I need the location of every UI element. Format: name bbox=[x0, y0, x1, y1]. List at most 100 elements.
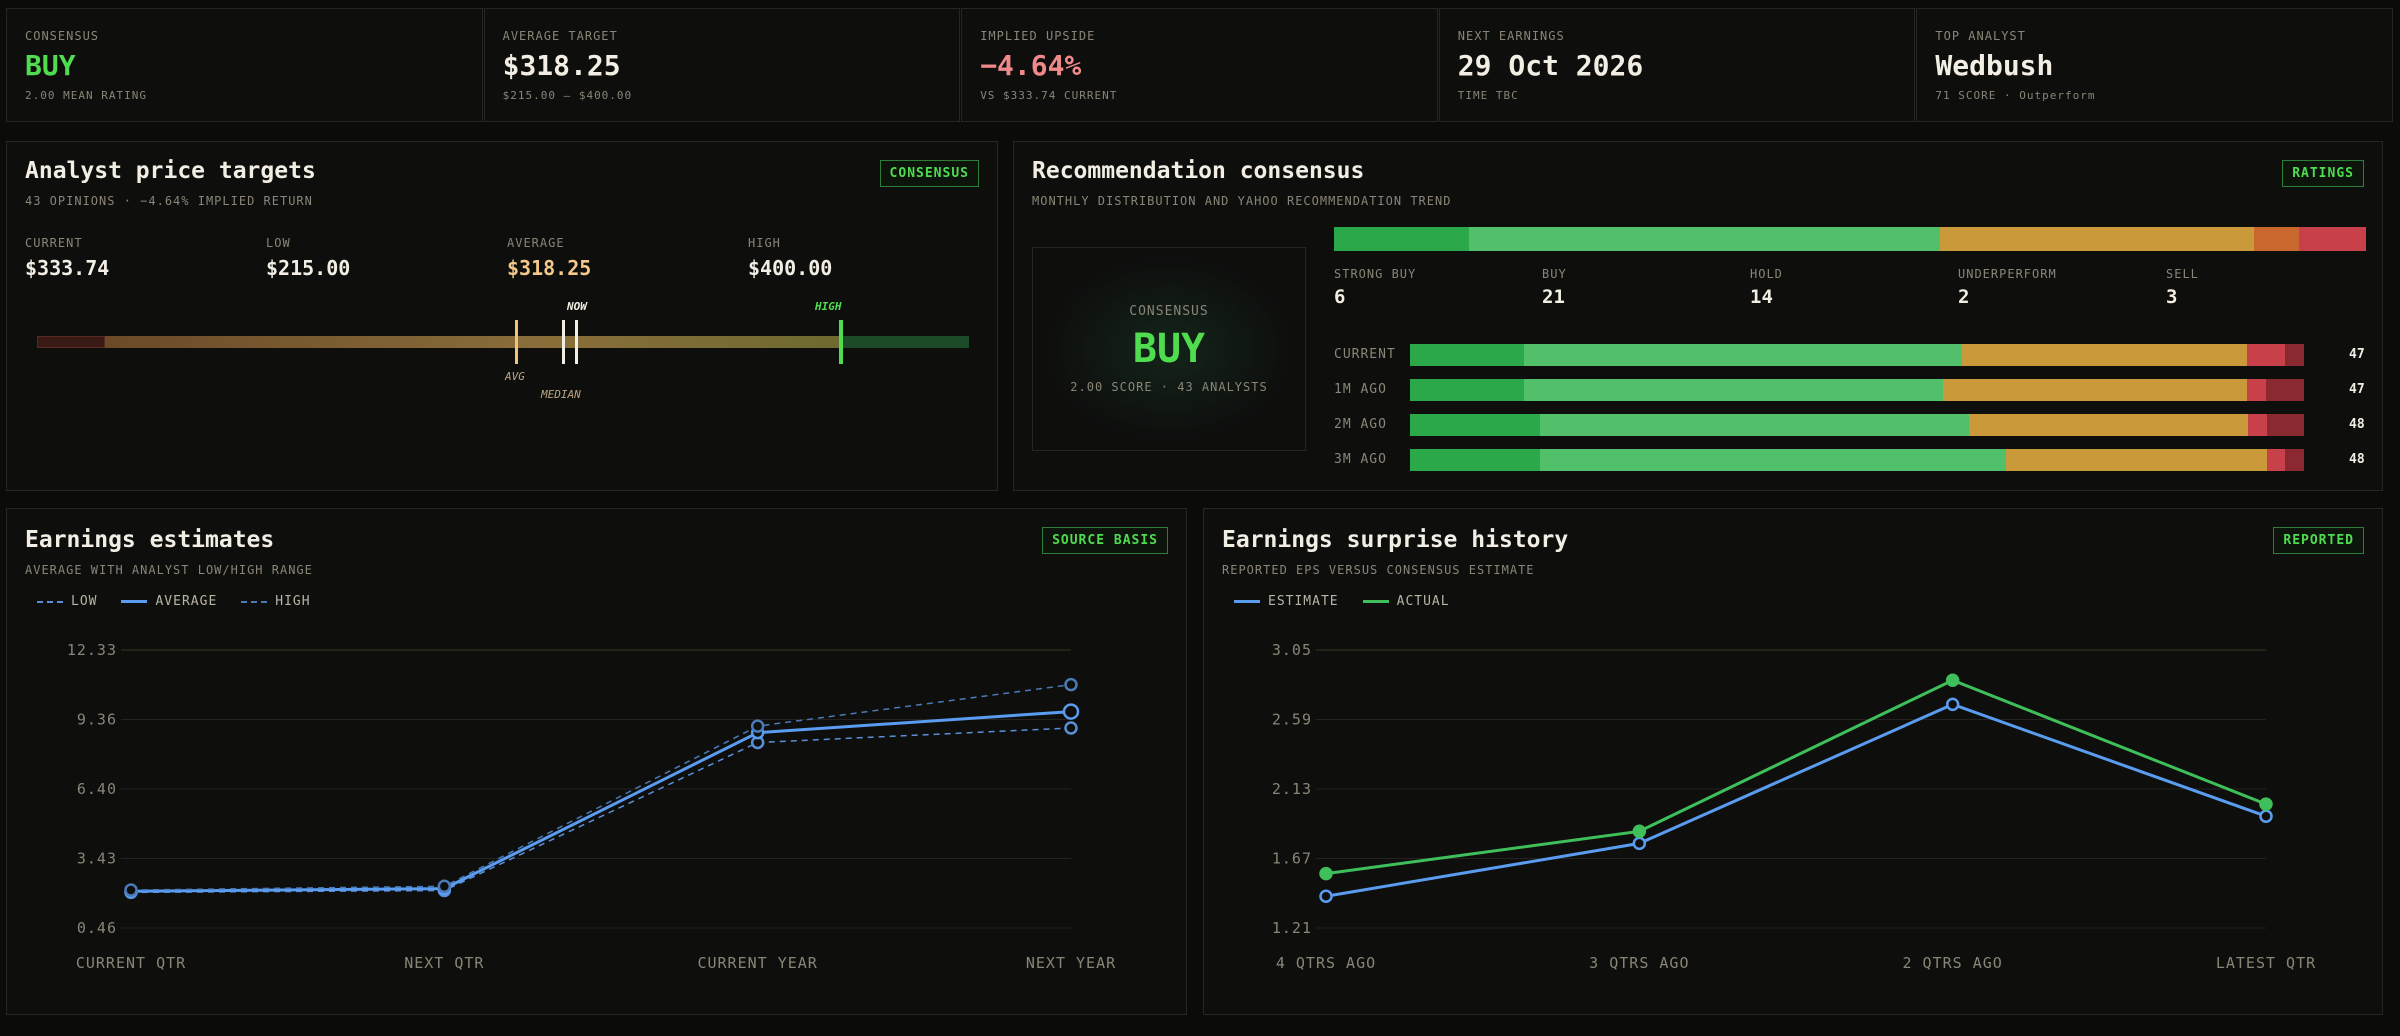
x-tick-label: CURRENT YEAR bbox=[697, 954, 817, 972]
legend-item-average: AVERAGE bbox=[121, 594, 217, 609]
kpi-sub: 71 SCORE · Outperform bbox=[1935, 89, 2096, 102]
trend-segment bbox=[2266, 449, 2286, 471]
trend-row-bar bbox=[1410, 449, 2304, 471]
kpi-value: BUY bbox=[25, 49, 76, 82]
trend-row-bar bbox=[1410, 344, 2304, 366]
price-range-bar bbox=[37, 336, 969, 348]
rating-category-count: 6 bbox=[1334, 286, 1346, 308]
recommendation-panel: Recommendation consensus MONTHLY DISTRIB… bbox=[1013, 141, 2383, 491]
y-tick-label: 3.05 bbox=[1272, 641, 1312, 659]
price-stat-value: $333.74 bbox=[25, 256, 110, 280]
dashed-line-icon bbox=[241, 600, 268, 603]
rating-category-count: 21 bbox=[1542, 286, 1565, 308]
trend-segment bbox=[1961, 344, 2247, 366]
y-tick-label: 2.13 bbox=[1272, 780, 1312, 798]
trend-segment bbox=[1410, 414, 1541, 436]
panel-subtitle: 43 OPINIONS · −4.64% IMPLIED RETURN bbox=[25, 194, 313, 208]
range-above-high bbox=[839, 336, 969, 348]
data-point[interactable] bbox=[1945, 673, 1960, 687]
median-marker-b bbox=[575, 320, 578, 364]
series-line-estimate bbox=[1325, 702, 2267, 898]
x-tick-label: LATEST QTR bbox=[2216, 954, 2316, 972]
panel-title: Earnings estimates bbox=[25, 527, 275, 553]
data-point[interactable] bbox=[1319, 866, 1333, 881]
data-point[interactable] bbox=[1062, 703, 1080, 720]
now-label: NOW bbox=[567, 300, 587, 313]
trend-segment bbox=[1410, 379, 1525, 401]
data-point[interactable] bbox=[1064, 721, 1078, 735]
consensus-badge[interactable]: CONSENSUS bbox=[879, 160, 979, 187]
earnings-estimates-chart: 12.33 9.36 6.40 3.43 0.46 CURRENT QTR NEXT QTR… bbox=[67, 641, 1115, 972]
x-tick-label: NEXT QTR bbox=[404, 954, 484, 972]
range-below-low bbox=[37, 336, 105, 348]
panel-subtitle: AVERAGE WITH ANALYST LOW/HIGH RANGE bbox=[25, 563, 313, 577]
trend-segment bbox=[1540, 449, 2006, 471]
legend-item-estimate: ESTIMATE bbox=[1234, 594, 1339, 609]
rating-category-label: UNDERPERFORM bbox=[1958, 267, 2057, 281]
trend-segment bbox=[1942, 379, 2247, 401]
x-tick-label: CURRENT QTR bbox=[76, 954, 186, 972]
trend-segment bbox=[1540, 414, 1969, 436]
rating-category-count: 3 bbox=[2166, 286, 2178, 308]
data-point[interactable] bbox=[2259, 797, 2273, 811]
data-point[interactable] bbox=[124, 883, 138, 897]
y-tick-label: 0.46 bbox=[77, 919, 117, 937]
source-basis-badge[interactable]: SOURCE BASIS bbox=[1042, 527, 1168, 554]
distribution-segment bbox=[2253, 227, 2299, 251]
distribution-segment bbox=[1468, 227, 1940, 251]
data-point[interactable] bbox=[1064, 677, 1078, 692]
legend-item-high: HIGH bbox=[241, 594, 310, 609]
y-tick-label: 2.59 bbox=[1272, 711, 1312, 729]
price-stat-label: LOW bbox=[266, 236, 291, 250]
y-tick-label: 3.43 bbox=[77, 850, 117, 868]
kpi-sub: TIME TBC bbox=[1457, 89, 1519, 102]
trend-row-label: CURRENT bbox=[1334, 347, 1396, 362]
kpi-label: IMPLIED UPSIDE bbox=[980, 29, 1096, 43]
data-point[interactable] bbox=[2259, 809, 2273, 823]
data-point[interactable] bbox=[1945, 697, 1960, 712]
trend-segment bbox=[2246, 344, 2285, 366]
avg-label: AVG bbox=[505, 370, 525, 383]
price-stat-value: $318.25 bbox=[507, 256, 592, 280]
price-stat-value: $215.00 bbox=[266, 256, 351, 280]
price-targets-panel: Analyst price targets 43 OPINIONS · −4.6… bbox=[6, 141, 998, 491]
trend-segment bbox=[1524, 344, 1962, 366]
high-label: HIGH bbox=[815, 300, 842, 313]
rating-category-count: 14 bbox=[1750, 286, 1773, 308]
avg-marker bbox=[515, 320, 518, 364]
trend-segment bbox=[2246, 379, 2266, 401]
median-label: MEDIAN bbox=[541, 388, 581, 401]
trend-row-bar bbox=[1410, 379, 2304, 401]
trend-row-total: 47 bbox=[2349, 382, 2365, 397]
chart-legend: ESTIMATE ACTUAL bbox=[1234, 594, 1450, 609]
rating-category-label: SELL bbox=[2166, 267, 2199, 281]
ratings-badge[interactable]: RATINGS bbox=[2282, 160, 2364, 187]
data-point[interactable] bbox=[437, 879, 452, 894]
trend-segment bbox=[2266, 414, 2304, 436]
kpi-sub: $215.00 — $400.00 bbox=[502, 89, 633, 102]
trend-segment bbox=[2248, 414, 2267, 436]
y-tick-label: 9.36 bbox=[77, 711, 117, 729]
panel-title: Analyst price targets bbox=[25, 158, 316, 184]
chart-legend: LOW AVERAGE HIGH bbox=[37, 594, 311, 609]
price-stat-value: $400.00 bbox=[748, 256, 833, 280]
trend-segment bbox=[2284, 344, 2304, 366]
data-point[interactable] bbox=[750, 719, 765, 733]
consensus-box: CONSENSUS BUY 2.00 SCORE · 43 ANALYSTS bbox=[1032, 247, 1306, 451]
data-point[interactable] bbox=[1632, 824, 1647, 839]
legend-item-actual: ACTUAL bbox=[1362, 594, 1450, 609]
solid-line-icon bbox=[1234, 600, 1260, 603]
series-line-high bbox=[130, 683, 1072, 891]
kpi-value: −4.64% bbox=[980, 49, 1082, 82]
y-tick-label: 12.33 bbox=[67, 641, 117, 659]
trend-segment bbox=[2285, 449, 2304, 471]
distribution-segment bbox=[2298, 227, 2366, 251]
trend-row-bar bbox=[1410, 414, 2304, 436]
kpi-card: CONSENSUS BUY 2.00 MEAN RATING bbox=[6, 8, 483, 122]
price-stat-label: CURRENT bbox=[25, 236, 83, 250]
reported-badge[interactable]: REPORTED bbox=[2273, 527, 2364, 554]
data-point[interactable] bbox=[1319, 889, 1333, 904]
solid-line-icon bbox=[1362, 600, 1389, 603]
data-point[interactable] bbox=[1632, 836, 1647, 851]
y-tick-label: 6.40 bbox=[77, 780, 117, 798]
